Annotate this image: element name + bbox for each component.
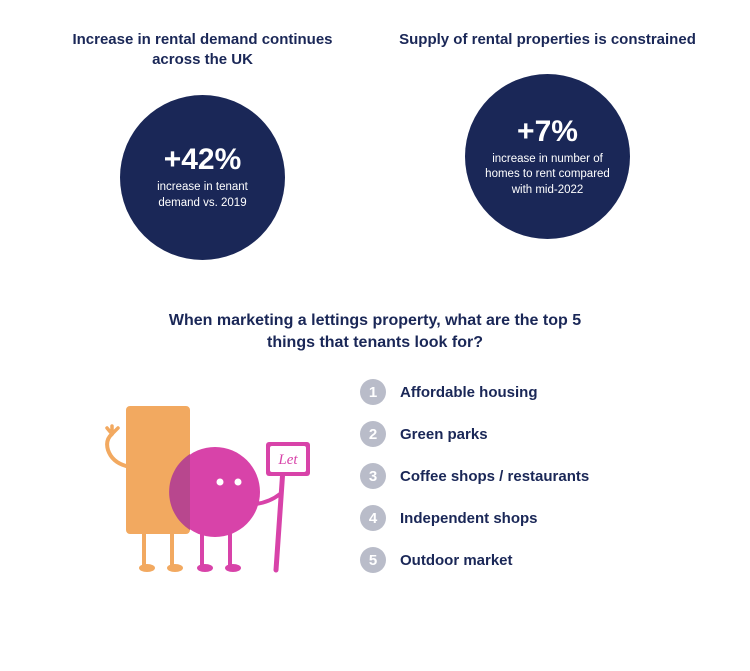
stat-value: +42% bbox=[164, 143, 242, 176]
stat-block-demand: Increase in rental demand continues acro… bbox=[50, 30, 355, 260]
rank-badge: 3 bbox=[360, 463, 386, 489]
rank-badge: 4 bbox=[360, 505, 386, 531]
stat-circle: +7% increase in number of homes to rent … bbox=[465, 74, 630, 239]
rank-label: Outdoor market bbox=[400, 552, 513, 569]
top5-item: 3 Coffee shops / restaurants bbox=[360, 463, 680, 489]
top5-item: 1 Affordable housing bbox=[360, 379, 680, 405]
stat-heading: Supply of rental properties is constrain… bbox=[395, 30, 700, 50]
stats-row: Increase in rental demand continues acro… bbox=[50, 30, 700, 260]
top5-item: 2 Green parks bbox=[360, 421, 680, 447]
stat-label: increase in number of homes to rent comp… bbox=[483, 152, 612, 199]
stat-heading: Increase in rental demand continues acro… bbox=[50, 30, 355, 71]
stat-value: +7% bbox=[517, 115, 578, 148]
rank-label: Coffee shops / restaurants bbox=[400, 468, 589, 485]
top5-item: 5 Outdoor market bbox=[360, 547, 680, 573]
sign-text: Let bbox=[277, 452, 298, 468]
stat-label: increase in tenant demand vs. 2019 bbox=[138, 180, 267, 211]
rank-label: Affordable housing bbox=[400, 384, 538, 401]
question-heading: When marketing a lettings property, what… bbox=[165, 310, 585, 355]
rank-badge: 1 bbox=[360, 379, 386, 405]
rank-badge: 5 bbox=[360, 547, 386, 573]
bottom-row: Let 1 Affordable housing 2 Green parks 3… bbox=[50, 379, 700, 589]
rank-badge: 2 bbox=[360, 421, 386, 447]
rank-label: Independent shops bbox=[400, 510, 538, 527]
characters-illustration: Let bbox=[70, 384, 330, 584]
top5-list: 1 Affordable housing 2 Green parks 3 Cof… bbox=[360, 379, 680, 589]
stat-circle: +42% increase in tenant demand vs. 2019 bbox=[120, 95, 285, 260]
rank-label: Green parks bbox=[400, 426, 488, 443]
stat-block-supply: Supply of rental properties is constrain… bbox=[395, 30, 700, 260]
top5-item: 4 Independent shops bbox=[360, 505, 680, 531]
